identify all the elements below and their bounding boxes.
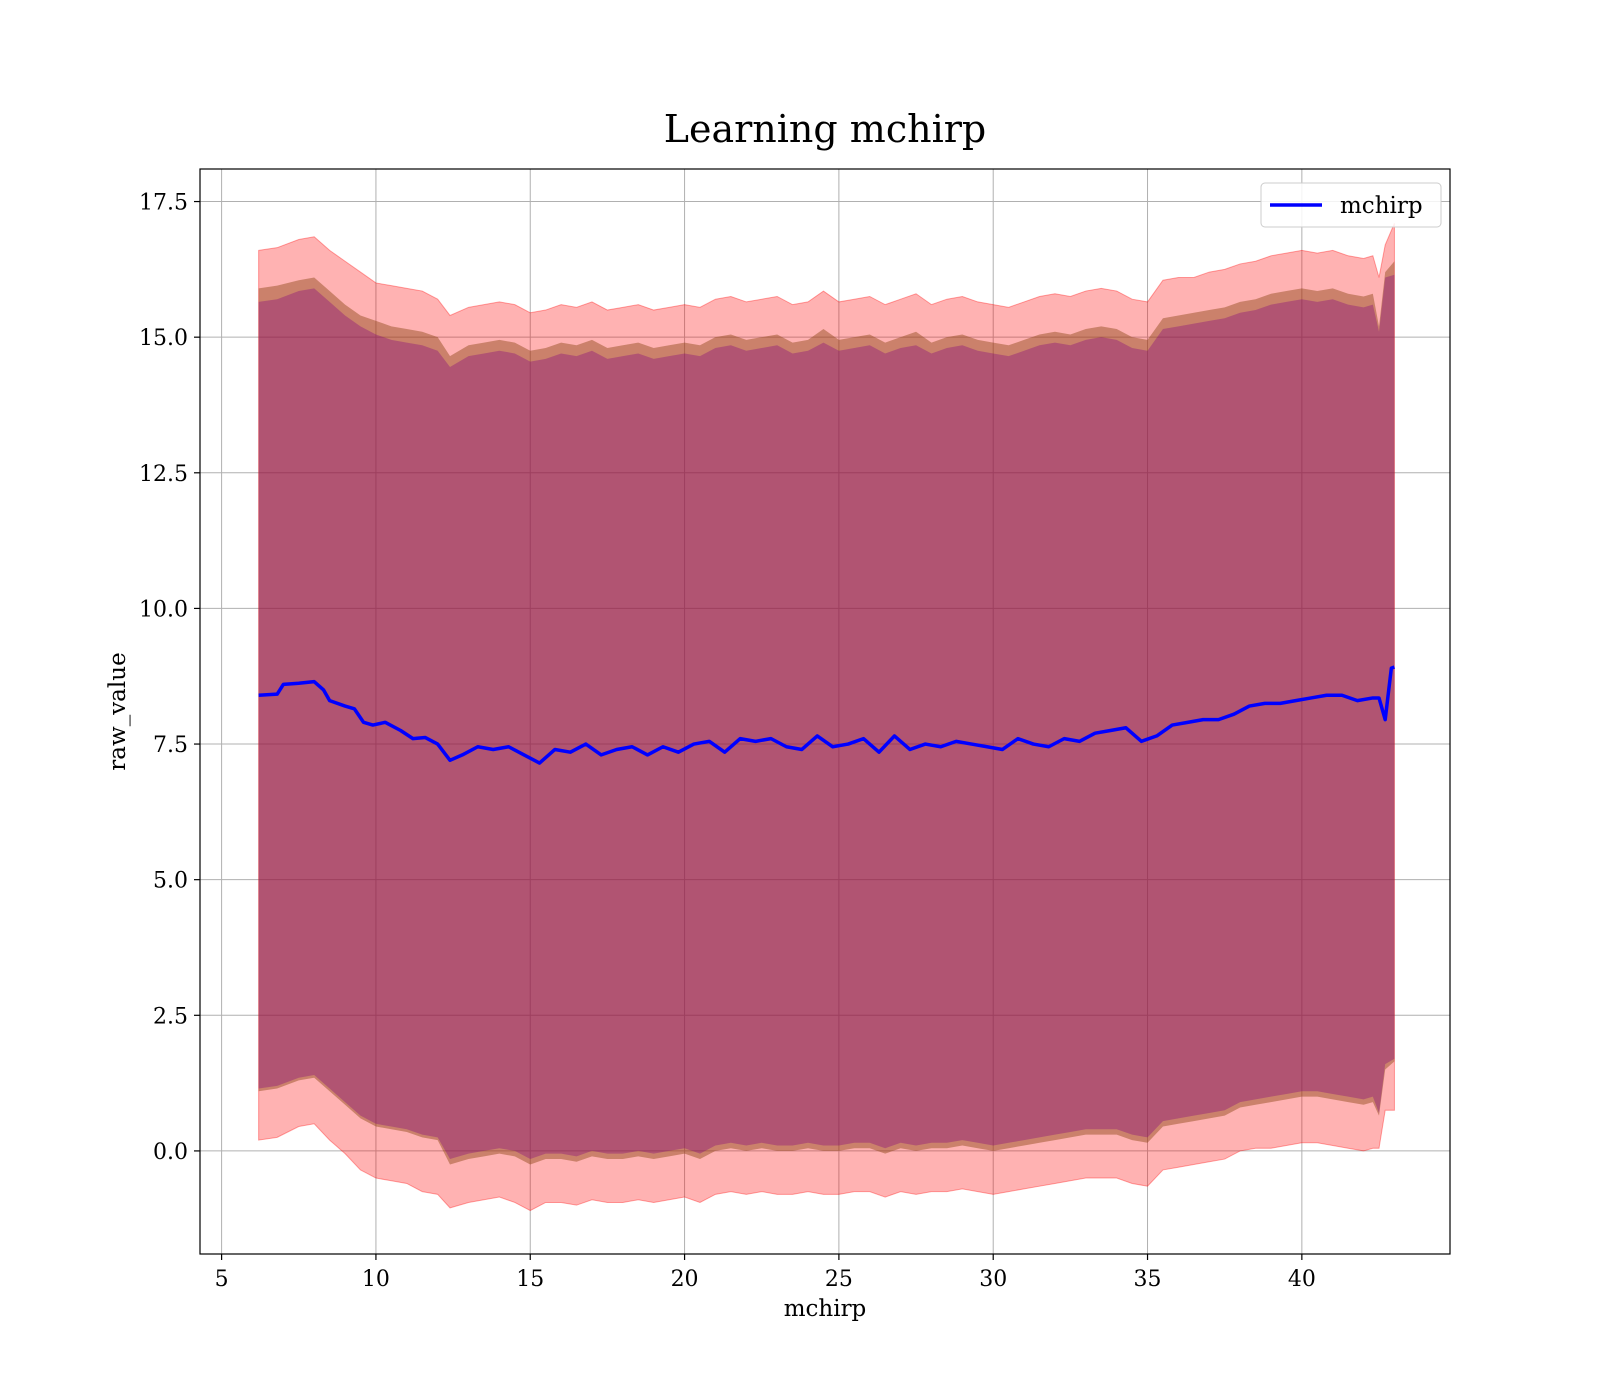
x-tick-label-2: 15: [516, 1267, 544, 1292]
y-tick-label-5: 12.5: [139, 462, 188, 487]
x-tick-label-3: 20: [671, 1267, 699, 1292]
y-tick-label-4: 10.0: [139, 597, 188, 622]
legend-box: [1260, 182, 1442, 228]
y-axis-label: raw_value: [105, 652, 131, 770]
x-axis-label: mchirp: [784, 1296, 867, 1322]
x-tick-label-4: 25: [825, 1267, 853, 1292]
plot-frame: [199, 168, 1451, 1255]
band-inner-0: [258, 274, 1395, 1160]
x-tick-label-6: 35: [1134, 1267, 1162, 1292]
series-line-mchirp: [258, 665, 1396, 765]
y-tick-label-6: 15.0: [139, 326, 188, 351]
chart-title: Learning mchirp: [664, 107, 986, 151]
legend-label-mchirp: mchirp: [1340, 193, 1423, 219]
x-tick-label-5: 30: [979, 1267, 1007, 1292]
y-tick-label-7: 17.5: [139, 191, 188, 216]
confidence-bands: [258, 223, 1395, 1212]
y-tick-label-2: 5.0: [153, 869, 188, 894]
y-tick-label-3: 7.5: [153, 733, 188, 758]
series-lines: [258, 665, 1396, 765]
axis-ticks: 5 10 15 20 25 30 35 40 0.0 2.5 5.0 7.5 10.0 12.5 15.0 1…: [139, 191, 1316, 1292]
legend: mchirp: [1260, 182, 1442, 228]
y-tick-label-1: 2.5: [153, 1004, 188, 1029]
band-outer-0: [258, 223, 1395, 1212]
y-tick-label-0: 0.0: [153, 1140, 188, 1165]
grid: [200, 169, 1450, 1254]
x-tick-label-0: 5: [215, 1267, 229, 1292]
x-tick-label-1: 10: [362, 1267, 390, 1292]
band-middle-0: [258, 261, 1395, 1165]
x-tick-label-7: 40: [1288, 1267, 1316, 1292]
